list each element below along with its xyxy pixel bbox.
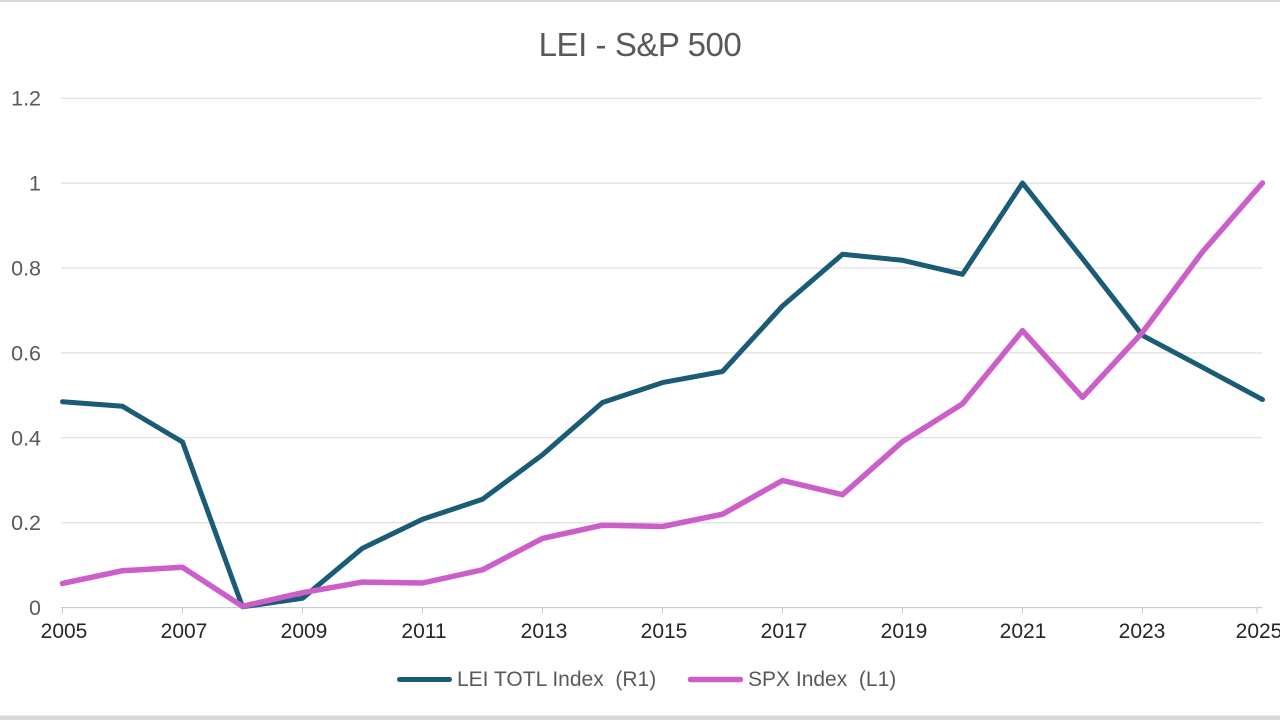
svg-text:0.8: 0.8 xyxy=(11,257,41,281)
svg-text:2017: 2017 xyxy=(761,620,808,643)
svg-text:2013: 2013 xyxy=(521,620,568,643)
svg-text:2015: 2015 xyxy=(641,620,688,643)
svg-text:1.2: 1.2 xyxy=(11,87,41,111)
svg-text:2005: 2005 xyxy=(41,620,88,643)
svg-text:2021: 2021 xyxy=(1000,620,1047,643)
svg-text:LEI - S&P 500: LEI - S&P 500 xyxy=(539,26,742,63)
svg-text:2025: 2025 xyxy=(1236,620,1280,643)
svg-text:0.2: 0.2 xyxy=(11,511,41,535)
svg-text:1: 1 xyxy=(29,172,41,196)
svg-text:2007: 2007 xyxy=(161,620,208,643)
svg-text:0.4: 0.4 xyxy=(11,426,41,450)
svg-text:2023: 2023 xyxy=(1119,620,1166,643)
svg-text:0.6: 0.6 xyxy=(11,341,41,365)
svg-text:0: 0 xyxy=(29,596,41,620)
svg-text:2019: 2019 xyxy=(881,620,928,643)
svg-text:2011: 2011 xyxy=(401,620,446,643)
svg-text:LEI TOTL Index (R1): LEI TOTL Index (R1) xyxy=(457,668,656,691)
svg-text:SPX Index (L1): SPX Index (L1) xyxy=(748,668,896,691)
svg-text:2009: 2009 xyxy=(281,620,328,643)
